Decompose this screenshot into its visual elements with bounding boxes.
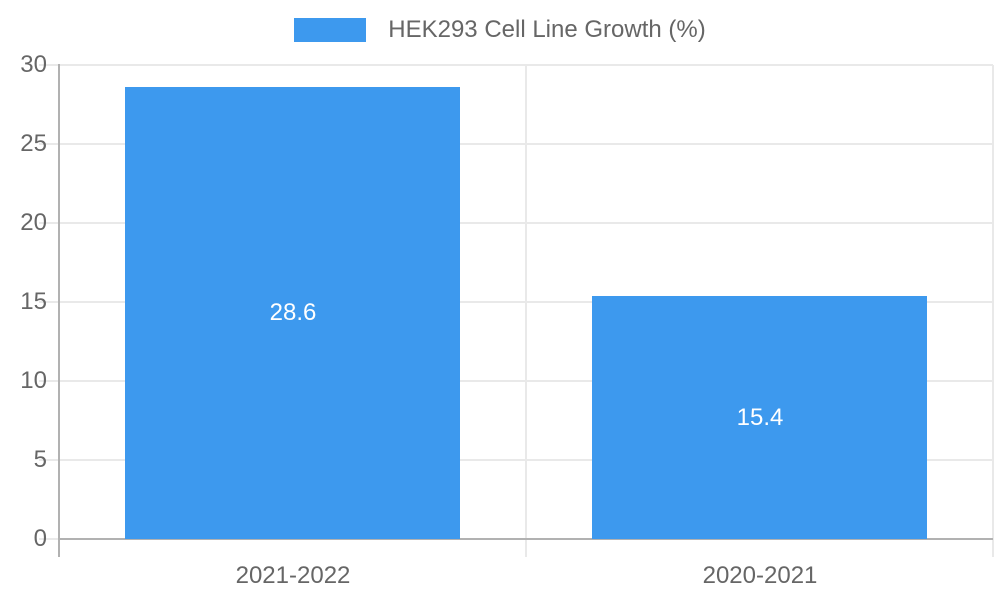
y-axis-tick bbox=[39, 538, 59, 540]
y-axis-tick bbox=[39, 301, 59, 303]
y-axis-tick bbox=[39, 459, 59, 461]
bar-value-label: 28.6 bbox=[269, 299, 317, 326]
y-tick-label: 15 bbox=[20, 288, 47, 315]
category-gridline bbox=[525, 65, 527, 557]
y-tick-label: 10 bbox=[20, 367, 47, 394]
y-tick-label: 25 bbox=[20, 130, 47, 157]
y-axis-tick bbox=[39, 380, 59, 382]
y-tick-label: 5 bbox=[33, 446, 47, 473]
bar[interactable] bbox=[592, 296, 927, 539]
legend[interactable]: HEK293 Cell Line Growth (%) bbox=[0, 16, 1000, 44]
x-tick-label: 2020-2021 bbox=[702, 562, 818, 589]
x-axis-line bbox=[59, 538, 993, 540]
legend-swatch bbox=[294, 18, 367, 42]
bar[interactable] bbox=[125, 87, 460, 539]
y-axis-tick bbox=[39, 222, 59, 224]
y-axis-tick bbox=[39, 143, 59, 145]
category-gridline bbox=[992, 65, 994, 557]
y-tick-label: 30 bbox=[20, 51, 47, 78]
bar-value-label: 15.4 bbox=[736, 404, 784, 431]
y-tick-label: 20 bbox=[20, 209, 47, 236]
legend-label: HEK293 Cell Line Growth (%) bbox=[388, 16, 706, 43]
y-axis-line bbox=[58, 64, 60, 557]
y-axis-tick bbox=[39, 64, 59, 66]
x-tick-label: 2021-2022 bbox=[235, 562, 351, 589]
y-tick-label: 0 bbox=[33, 525, 47, 552]
